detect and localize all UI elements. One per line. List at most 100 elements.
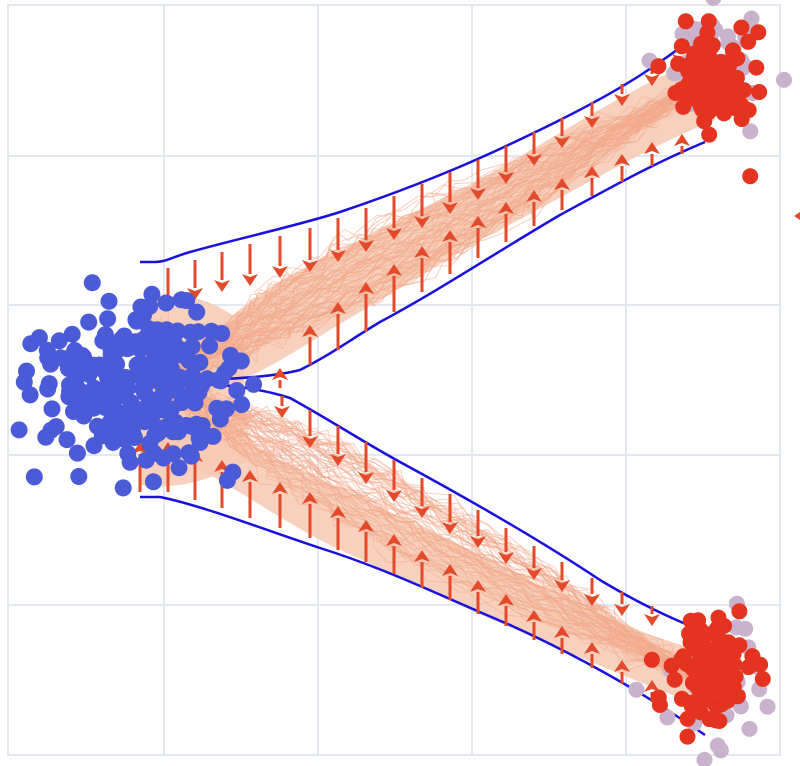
source-cluster-point	[115, 327, 133, 345]
target-cluster-point	[681, 625, 697, 642]
source-cluster-point	[114, 479, 132, 497]
target-cluster-point	[751, 84, 768, 100]
flow-arrow-head	[554, 178, 570, 190]
source-cluster-point	[137, 451, 155, 469]
flow-arrow-head	[498, 552, 514, 564]
source-cluster-point	[163, 360, 181, 378]
target-cluster-point	[709, 696, 726, 713]
target-cluster-shadow-point	[628, 681, 645, 698]
flow-arrow-head	[358, 520, 374, 532]
flow-arrow-head	[644, 74, 660, 86]
target-cluster-point	[742, 168, 759, 185]
source-cluster-point	[201, 337, 219, 355]
flow-arrow-head	[386, 228, 402, 240]
trajectory-line	[160, 390, 701, 680]
source-cluster-point	[157, 294, 175, 312]
target-cluster-point	[733, 19, 750, 36]
target-cluster-point	[754, 671, 771, 687]
target-cluster-point	[700, 649, 717, 666]
source-cluster-point	[187, 417, 205, 435]
flow-arrow-head	[358, 240, 374, 252]
source-cluster-point	[58, 431, 76, 449]
target-cluster-point	[710, 630, 727, 647]
flow-arrow-head	[414, 506, 430, 518]
source-cluster-point	[183, 374, 201, 392]
source-cluster-point	[182, 447, 200, 465]
target-cluster-point	[700, 665, 717, 682]
flow-arrow-head	[498, 594, 514, 606]
target-cluster-point	[650, 58, 667, 75]
flow-arrow-head	[386, 534, 402, 546]
source-cluster-point	[55, 350, 73, 368]
source-cluster-point	[42, 355, 60, 373]
source-cluster-point	[83, 274, 101, 292]
flow-arrow-head	[272, 482, 288, 494]
source-cluster-point	[75, 407, 93, 425]
source-cluster-point	[144, 473, 162, 491]
source-cluster-point	[97, 393, 115, 411]
target-cluster-point	[673, 38, 690, 55]
target-cluster-point	[678, 656, 695, 672]
target-cluster-point	[663, 657, 680, 674]
trajectory-line	[173, 370, 700, 688]
source-cluster-point	[232, 352, 250, 370]
source-cluster-point	[112, 372, 130, 390]
flow-arrow-head	[554, 136, 570, 148]
source-cluster-point	[216, 364, 234, 382]
flow-arrow-head	[386, 490, 402, 502]
source-cluster-point	[50, 332, 68, 350]
target-cluster-point	[692, 704, 709, 721]
source-cluster-point	[38, 341, 56, 359]
source-cluster-point	[10, 421, 28, 439]
target-cluster-point	[667, 85, 684, 101]
target-cluster-point	[713, 59, 729, 76]
source-cluster-point	[147, 356, 165, 374]
target-cluster-shadow-point	[742, 123, 759, 140]
flow-arrow-head	[644, 680, 660, 692]
target-cluster-point	[687, 641, 704, 658]
target-cluster-point	[677, 13, 694, 30]
target-cluster-point	[690, 78, 707, 95]
flow-arrow-head	[526, 190, 542, 202]
flow-arrow-head	[330, 506, 346, 518]
flow-arrow-head	[442, 564, 458, 576]
flow-arrow-head	[470, 188, 486, 200]
trajectory-line	[146, 88, 704, 379]
flow-arrow-head	[526, 568, 542, 580]
flow-arrow-head	[358, 282, 374, 294]
flow-arrow-head	[272, 266, 288, 278]
target-cluster-shadow-point	[696, 751, 713, 766]
source-cluster-point	[164, 445, 182, 463]
source-cluster-point	[141, 435, 159, 452]
flow-arrow-head	[526, 610, 542, 622]
boundary-lower-outer	[140, 495, 706, 737]
source-cluster-point	[68, 444, 86, 462]
flow-arrows	[132, 48, 690, 702]
flow-arrow-head	[330, 302, 346, 314]
flow-arrow-head	[302, 436, 318, 448]
flow-arrow-head	[272, 368, 288, 380]
target-cluster-point	[716, 645, 733, 662]
flow-arrow-head	[274, 406, 290, 418]
flow-arrow-head	[584, 594, 600, 606]
trajectory-line	[162, 85, 697, 383]
flow-arrow-head	[470, 580, 486, 592]
source-cluster-point	[104, 433, 122, 451]
flow-arrow-head	[330, 250, 346, 262]
flow-arrow-head	[302, 492, 318, 504]
target-cluster-point	[697, 688, 714, 705]
source-cluster-point	[61, 376, 78, 394]
source-cluster-point	[155, 389, 172, 407]
target-cluster-shadow-point	[737, 620, 754, 637]
source-cluster-point	[134, 380, 152, 398]
source-cluster-point	[85, 379, 103, 397]
source-cluster-point	[155, 323, 173, 340]
source-cluster-point	[70, 468, 88, 485]
source-cluster-point	[233, 396, 251, 414]
flow-arrow-head	[584, 642, 600, 654]
target-cluster-point	[701, 103, 718, 120]
source-cluster-point	[180, 352, 198, 370]
target-cluster-point	[744, 648, 761, 665]
flow-arrow-head	[214, 280, 230, 292]
flow-arrow-head	[470, 536, 486, 548]
